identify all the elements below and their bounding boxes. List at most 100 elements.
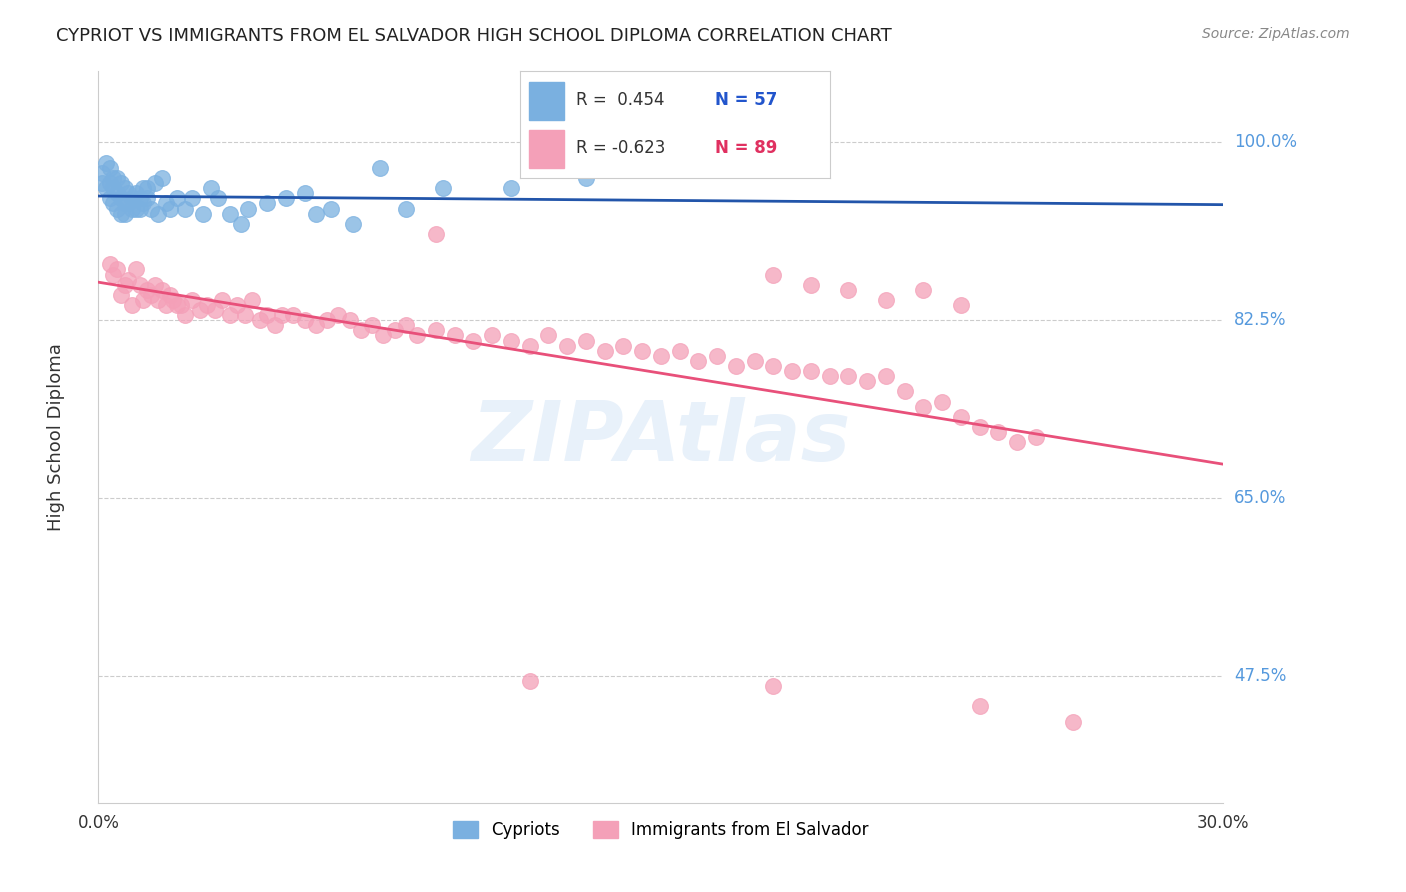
Point: [229, 217, 252, 231]
Point: [368, 161, 391, 175]
Point: [856, 374, 879, 388]
Point: [136, 191, 159, 205]
Point: [256, 196, 278, 211]
Point: [762, 268, 785, 282]
Text: 100.0%: 100.0%: [1234, 134, 1298, 152]
Bar: [530, 130, 564, 168]
Point: [117, 186, 139, 201]
Point: [105, 171, 128, 186]
Point: [949, 409, 972, 424]
Point: [114, 277, 136, 292]
Point: [668, 343, 690, 358]
Point: [226, 298, 249, 312]
Text: High School Diploma: High School Diploma: [46, 343, 65, 531]
Point: [612, 338, 634, 352]
Point: [155, 298, 177, 312]
Point: [463, 334, 485, 348]
Point: [406, 328, 429, 343]
Point: [110, 191, 132, 205]
Point: [875, 369, 897, 384]
Point: [305, 206, 328, 220]
Point: [631, 343, 654, 358]
Point: [912, 400, 935, 414]
Point: [195, 298, 218, 312]
Point: [274, 191, 297, 205]
Point: [316, 313, 339, 327]
Point: [125, 202, 148, 216]
Point: [1025, 430, 1047, 444]
Point: [193, 206, 215, 220]
Point: [238, 202, 260, 216]
Point: [159, 288, 181, 302]
Point: [800, 277, 823, 292]
Point: [125, 186, 148, 201]
Point: [150, 171, 173, 186]
Point: [1062, 714, 1084, 729]
Point: [931, 394, 953, 409]
Point: [114, 206, 136, 220]
Point: [350, 323, 373, 337]
Point: [969, 699, 991, 714]
Point: [724, 359, 747, 373]
Point: [688, 354, 710, 368]
Point: [762, 679, 785, 693]
Point: [263, 318, 285, 333]
Point: [173, 308, 195, 322]
Point: [200, 181, 222, 195]
Point: [105, 262, 128, 277]
Point: [181, 293, 204, 307]
Point: [173, 202, 195, 216]
Point: [114, 181, 136, 195]
Text: N = 57: N = 57: [716, 91, 778, 109]
Point: [233, 308, 256, 322]
Point: [162, 293, 184, 307]
Point: [384, 323, 406, 337]
Point: [818, 369, 841, 384]
Point: [361, 318, 384, 333]
Text: CYPRIOT VS IMMIGRANTS FROM EL SALVADOR HIGH SCHOOL DIPLOMA CORRELATION CHART: CYPRIOT VS IMMIGRANTS FROM EL SALVADOR H…: [56, 27, 891, 45]
Point: [98, 191, 121, 205]
Point: [148, 206, 170, 220]
Point: [136, 283, 159, 297]
Point: [125, 262, 148, 277]
Point: [136, 181, 159, 195]
Point: [103, 196, 125, 211]
Point: [425, 227, 447, 241]
Point: [395, 318, 418, 333]
Point: [875, 293, 897, 307]
Text: R =  0.454: R = 0.454: [576, 91, 665, 109]
Point: [94, 181, 117, 195]
Point: [555, 338, 578, 352]
Point: [110, 176, 132, 190]
Point: [575, 171, 598, 186]
Point: [98, 161, 121, 175]
Point: [207, 191, 229, 205]
Point: [218, 206, 240, 220]
Point: [143, 277, 166, 292]
Point: [499, 181, 522, 195]
Point: [837, 369, 859, 384]
Text: R = -0.623: R = -0.623: [576, 139, 665, 157]
Point: [166, 191, 188, 205]
Point: [373, 328, 395, 343]
Point: [211, 293, 233, 307]
Point: [139, 202, 162, 216]
Point: [110, 206, 132, 220]
Point: [166, 298, 188, 312]
Point: [575, 334, 598, 348]
Point: [425, 323, 447, 337]
Point: [339, 313, 361, 327]
Point: [593, 343, 616, 358]
Point: [240, 293, 263, 307]
Text: 65.0%: 65.0%: [1234, 489, 1286, 507]
Point: [650, 349, 672, 363]
Point: [762, 359, 785, 373]
Text: ZIPAtlas: ZIPAtlas: [471, 397, 851, 477]
Point: [294, 186, 316, 201]
Point: [91, 176, 114, 190]
Point: [91, 166, 114, 180]
Point: [519, 338, 541, 352]
Point: [110, 288, 132, 302]
Text: 47.5%: 47.5%: [1234, 667, 1286, 685]
Point: [103, 268, 125, 282]
